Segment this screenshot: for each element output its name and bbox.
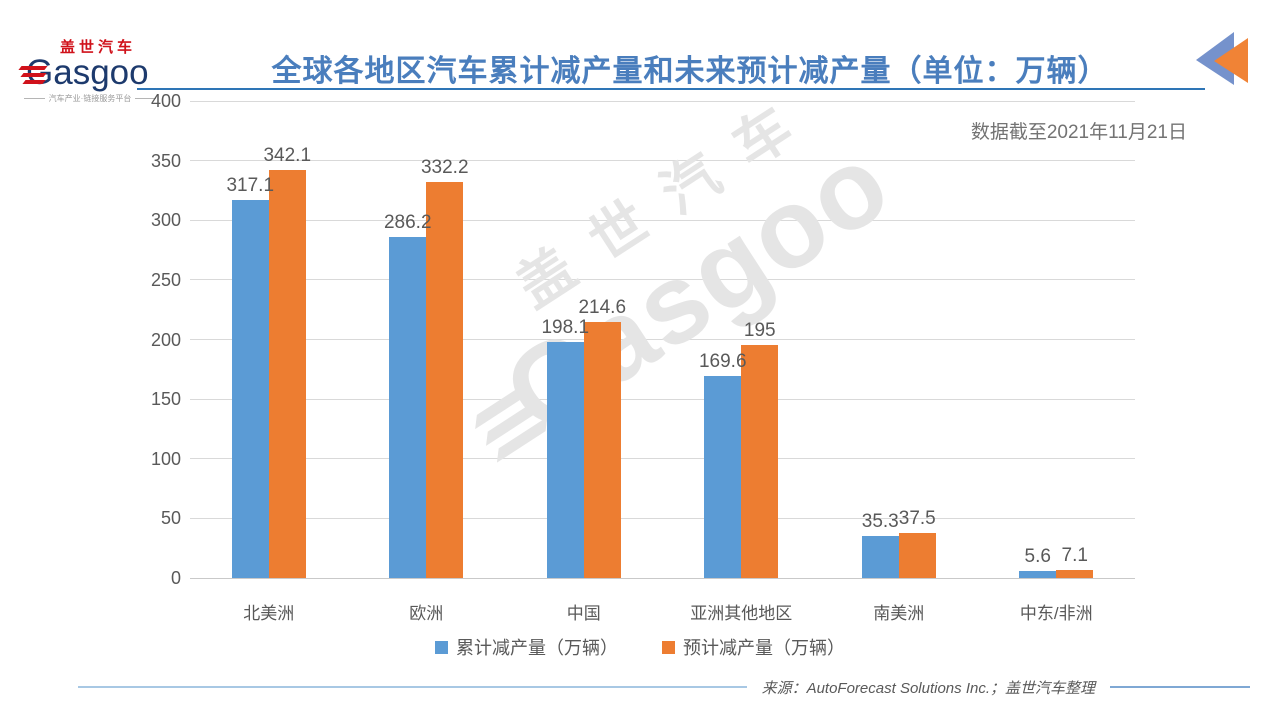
play-triangles-icon — [1196, 32, 1248, 85]
logo-wordmark: Gasgoo — [26, 53, 149, 92]
logo-chinese-text: 盖世汽车 — [60, 39, 137, 56]
bar — [704, 375, 742, 578]
gridline — [190, 279, 1135, 281]
bar — [426, 181, 464, 578]
y-tick-label: 0 — [170, 568, 181, 588]
footer: 来源：AutoForecast Solutions Inc.；盖世汽车整理 — [78, 678, 1250, 697]
page-title: 全球各地区汽车累计减产量和未来预计减产量（单位：万辆） — [271, 55, 1109, 88]
bar-value-label: 35.3 — [861, 510, 899, 532]
y-tick-label: 100 — [150, 448, 181, 469]
bar — [583, 322, 621, 578]
legend-swatch-orange — [662, 640, 675, 654]
bar-value-label: 286.2 — [383, 211, 432, 233]
gridline — [190, 219, 1135, 221]
x-category-label: 中国 — [566, 604, 601, 623]
footer-divider-left — [78, 686, 747, 688]
bar-value-label: 198.1 — [541, 316, 590, 338]
bar — [268, 170, 306, 578]
legend-label-actual: 累计减产量（万辆） — [456, 638, 618, 658]
logo-tagline: 汽车产业·链接服务平台 — [24, 93, 156, 104]
data-cutoff-note: 数据截至2021年11月21日 — [970, 122, 1187, 143]
x-axis: 北美洲 欧洲 中国 亚洲其他地区 南美洲 中东/非洲 — [190, 578, 1135, 623]
x-category-label: 北美洲 — [243, 604, 295, 623]
gasgoo-logo: 盖世汽车 Gasgoo 汽车产业·链接服务平台 — [18, 36, 156, 104]
bar-value-label: 169.6 — [698, 350, 747, 372]
x-category-label: 南美洲 — [873, 604, 925, 623]
legend: 累计减产量（万辆） 预计减产量（万辆） — [0, 634, 1280, 660]
plot-area: 盖世汽车 Gasgoo 317.1 342.1 286.2 332.2 198.1 214… — [190, 79, 1135, 579]
x-category-label: 欧洲 — [409, 604, 444, 623]
gasgoo-watermark: 盖世汽车 Gasgoo — [407, 57, 911, 473]
bar-value-label: 214.6 — [578, 297, 627, 319]
legend-item-forecast: 预计减产量（万辆） — [662, 634, 845, 660]
y-tick-label: 300 — [150, 210, 181, 231]
bar — [741, 345, 779, 578]
y-tick-label: 250 — [150, 269, 181, 290]
bar-value-label: 342.1 — [263, 145, 312, 167]
footer-divider-right — [1110, 686, 1250, 688]
y-tick-label: 150 — [150, 389, 181, 410]
y-tick-label: 50 — [160, 508, 181, 529]
gridline — [190, 100, 1135, 102]
x-category-label: 亚洲其他地区 — [690, 604, 793, 623]
gridline — [190, 458, 1135, 460]
title-underline — [137, 88, 1205, 90]
gridline — [190, 577, 1135, 579]
bar-value-label: 317.1 — [226, 174, 275, 196]
legend-item-actual: 累计减产量（万辆） — [435, 634, 618, 660]
legend-label-forecast: 预计减产量（万辆） — [683, 638, 845, 658]
bar-value-label: 7.1 — [1061, 544, 1088, 566]
source-attribution: 来源：AutoForecast Solutions Inc.；盖世汽车整理 — [761, 679, 1095, 697]
y-tick-label: 400 — [150, 91, 181, 111]
gridline — [190, 160, 1135, 162]
y-axis: 0 50 100 150 200 250 300 350 400 — [0, 91, 181, 588]
gridline — [190, 339, 1135, 340]
bar-value-label: 195 — [743, 320, 776, 342]
bar — [231, 199, 269, 578]
y-tick-label: 350 — [150, 150, 181, 171]
watermark-chinese: 盖世汽车 — [505, 78, 829, 320]
bar — [1056, 569, 1094, 578]
bar — [389, 236, 427, 578]
bar — [546, 341, 584, 578]
watermark-stripes-icon — [473, 383, 549, 463]
bar — [861, 535, 899, 578]
bar-value-label: 332.2 — [420, 156, 469, 178]
gridline — [190, 398, 1135, 400]
logo-stripes-icon — [18, 66, 48, 84]
legend-swatch-blue — [435, 640, 448, 654]
bar — [1019, 571, 1057, 578]
bar-value-label: 37.5 — [898, 508, 936, 530]
y-tick-label: 200 — [150, 329, 181, 350]
bar — [898, 533, 936, 578]
x-category-label: 中东/非洲 — [1019, 604, 1093, 623]
gridline — [190, 517, 1135, 519]
bar-value-label: 5.6 — [1024, 546, 1051, 568]
